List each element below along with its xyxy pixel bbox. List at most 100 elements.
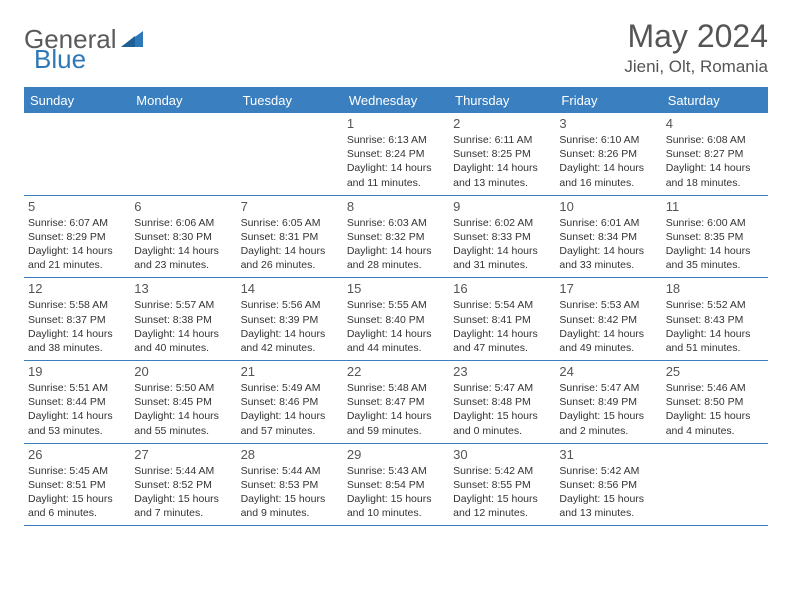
day-number: 27 bbox=[134, 447, 232, 462]
day-cell bbox=[130, 113, 236, 195]
day-number: 15 bbox=[347, 281, 445, 296]
day-cell: 16Sunrise: 5:54 AMSunset: 8:41 PMDayligh… bbox=[449, 278, 555, 360]
title-block: May 2024 Jieni, Olt, Romania bbox=[624, 18, 768, 77]
day-cell: 28 Sunrise: 5:44 AMSunset: 8:53 PMDayligh… bbox=[237, 444, 343, 526]
day-info: Sunrise: 5:45 AMSunset: 8:51 PMDaylight:… bbox=[28, 464, 126, 521]
day-cell: 8 Sunrise: 6:03 AMSunset: 8:32 PMDaylight… bbox=[343, 196, 449, 278]
day-info: Sunrise: 6:11 AMSunset: 8:25 PMDaylight:… bbox=[453, 133, 551, 190]
day-cell: 15 Sunrise: 5:55 AMSunset: 8:40 PMDayligh… bbox=[343, 278, 449, 360]
dayhead-tue: Tuesday bbox=[237, 89, 343, 113]
day-info: Sunrise: 6:08 AMSunset: 8:27 PMDaylight:… bbox=[666, 133, 764, 190]
day-cell: 29Sunrise: 5:43 AMSunset: 8:54 PMDayligh… bbox=[343, 444, 449, 526]
day-cell: 23 Sunrise: 5:47 AMSunset: 8:48 PMDayligh… bbox=[449, 361, 555, 443]
day-cell: 5Sunrise: 6:07 AMSunset: 8:29 PMDaylight… bbox=[24, 196, 130, 278]
day-number: 3 bbox=[559, 116, 657, 131]
day-info: Sunrise: 6:06 AMSunset: 8:30 PMDaylight:… bbox=[134, 216, 232, 273]
day-number: 24 bbox=[559, 364, 657, 379]
day-info: Sunrise: 6:10 AMSunset: 8:26 PMDaylight:… bbox=[559, 133, 657, 190]
day-cell: 9Sunrise: 6:02 AMSunset: 8:33 PMDaylight… bbox=[449, 196, 555, 278]
day-info: Sunrise: 5:44 AMSunset: 8:53 PMDaylight:… bbox=[241, 464, 339, 521]
logo-triangle-icon bbox=[121, 29, 143, 52]
day-number: 21 bbox=[241, 364, 339, 379]
day-info: Sunrise: 5:47 AMSunset: 8:49 PMDaylight:… bbox=[559, 381, 657, 438]
day-cell: 2 Sunrise: 6:11 AMSunset: 8:25 PMDaylight… bbox=[449, 113, 555, 195]
week-row: 26 Sunrise: 5:45 AMSunset: 8:51 PMDayligh… bbox=[24, 444, 768, 527]
day-info: Sunrise: 5:42 AMSunset: 8:55 PMDaylight:… bbox=[453, 464, 551, 521]
day-info: Sunrise: 6:02 AMSunset: 8:33 PMDaylight:… bbox=[453, 216, 551, 273]
day-info: Sunrise: 6:13 AMSunset: 8:24 PMDaylight:… bbox=[347, 133, 445, 190]
day-number: 1 bbox=[347, 116, 445, 131]
day-cell: 30Sunrise: 5:42 AMSunset: 8:55 PMDayligh… bbox=[449, 444, 555, 526]
day-info: Sunrise: 6:00 AMSunset: 8:35 PMDaylight:… bbox=[666, 216, 764, 273]
week-row: 5Sunrise: 6:07 AMSunset: 8:29 PMDaylight… bbox=[24, 196, 768, 279]
weeks-container: 1 Sunrise: 6:13 AMSunset: 8:24 PMDaylight… bbox=[24, 113, 768, 526]
week-row: 1 Sunrise: 6:13 AMSunset: 8:24 PMDaylight… bbox=[24, 113, 768, 196]
dayhead-sun: Sunday bbox=[24, 89, 130, 113]
day-cell: 17 Sunrise: 5:53 AMSunset: 8:42 PMDayligh… bbox=[555, 278, 661, 360]
day-number: 22 bbox=[347, 364, 445, 379]
day-info: Sunrise: 5:44 AMSunset: 8:52 PMDaylight:… bbox=[134, 464, 232, 521]
day-number: 20 bbox=[134, 364, 232, 379]
day-cell bbox=[24, 113, 130, 195]
day-cell: 4 Sunrise: 6:08 AMSunset: 8:27 PMDaylight… bbox=[662, 113, 768, 195]
day-number: 23 bbox=[453, 364, 551, 379]
week-row: 19 Sunrise: 5:51 AMSunset: 8:44 PMDayligh… bbox=[24, 361, 768, 444]
day-number: 26 bbox=[28, 447, 126, 462]
day-number: 12 bbox=[28, 281, 126, 296]
day-number: 7 bbox=[241, 199, 339, 214]
dayhead-sat: Saturday bbox=[662, 89, 768, 113]
day-number: 8 bbox=[347, 199, 445, 214]
month-title: May 2024 bbox=[624, 18, 768, 55]
day-info: Sunrise: 5:52 AMSunset: 8:43 PMDaylight:… bbox=[666, 298, 764, 355]
day-cell: 27 Sunrise: 5:44 AMSunset: 8:52 PMDayligh… bbox=[130, 444, 236, 526]
day-number: 16 bbox=[453, 281, 551, 296]
day-cell: 6 Sunrise: 6:06 AMSunset: 8:30 PMDaylight… bbox=[130, 196, 236, 278]
day-cell: 22 Sunrise: 5:48 AMSunset: 8:47 PMDayligh… bbox=[343, 361, 449, 443]
day-cell: 24 Sunrise: 5:47 AMSunset: 8:49 PMDayligh… bbox=[555, 361, 661, 443]
dayhead-fri: Friday bbox=[555, 89, 661, 113]
day-number: 2 bbox=[453, 116, 551, 131]
day-cell: 21 Sunrise: 5:49 AMSunset: 8:46 PMDayligh… bbox=[237, 361, 343, 443]
day-cell: 26 Sunrise: 5:45 AMSunset: 8:51 PMDayligh… bbox=[24, 444, 130, 526]
header: General May 2024 Jieni, Olt, Romania bbox=[24, 18, 768, 77]
dayhead-thu: Thursday bbox=[449, 89, 555, 113]
dayhead-wed: Wednesday bbox=[343, 89, 449, 113]
day-cell bbox=[662, 444, 768, 526]
day-cell: 20Sunrise: 5:50 AMSunset: 8:45 PMDayligh… bbox=[130, 361, 236, 443]
day-cell: 10 Sunrise: 6:01 AMSunset: 8:34 PMDayligh… bbox=[555, 196, 661, 278]
day-cell: 19 Sunrise: 5:51 AMSunset: 8:44 PMDayligh… bbox=[24, 361, 130, 443]
day-number: 10 bbox=[559, 199, 657, 214]
day-info: Sunrise: 5:53 AMSunset: 8:42 PMDaylight:… bbox=[559, 298, 657, 355]
day-number: 13 bbox=[134, 281, 232, 296]
day-number: 18 bbox=[666, 281, 764, 296]
day-cell: 3 Sunrise: 6:10 AMSunset: 8:26 PMDaylight… bbox=[555, 113, 661, 195]
day-info: Sunrise: 5:48 AMSunset: 8:47 PMDaylight:… bbox=[347, 381, 445, 438]
calendar: Sunday Monday Tuesday Wednesday Thursday… bbox=[24, 87, 768, 526]
day-cell: 31Sunrise: 5:42 AMSunset: 8:56 PMDayligh… bbox=[555, 444, 661, 526]
day-info: Sunrise: 5:55 AMSunset: 8:40 PMDaylight:… bbox=[347, 298, 445, 355]
week-row: 12 Sunrise: 5:58 AMSunset: 8:37 PMDayligh… bbox=[24, 278, 768, 361]
day-info: Sunrise: 5:49 AMSunset: 8:46 PMDaylight:… bbox=[241, 381, 339, 438]
day-number: 31 bbox=[559, 447, 657, 462]
day-info: Sunrise: 6:01 AMSunset: 8:34 PMDaylight:… bbox=[559, 216, 657, 273]
day-info: Sunrise: 6:03 AMSunset: 8:32 PMDaylight:… bbox=[347, 216, 445, 273]
day-header-row: Sunday Monday Tuesday Wednesday Thursday… bbox=[24, 89, 768, 113]
day-info: Sunrise: 6:05 AMSunset: 8:31 PMDaylight:… bbox=[241, 216, 339, 273]
day-number: 11 bbox=[666, 199, 764, 214]
day-number: 5 bbox=[28, 199, 126, 214]
day-info: Sunrise: 5:58 AMSunset: 8:37 PMDaylight:… bbox=[28, 298, 126, 355]
day-cell: 7 Sunrise: 6:05 AMSunset: 8:31 PMDaylight… bbox=[237, 196, 343, 278]
day-number: 17 bbox=[559, 281, 657, 296]
day-number: 28 bbox=[241, 447, 339, 462]
location-text: Jieni, Olt, Romania bbox=[624, 57, 768, 77]
day-info: Sunrise: 5:57 AMSunset: 8:38 PMDaylight:… bbox=[134, 298, 232, 355]
day-info: Sunrise: 5:51 AMSunset: 8:44 PMDaylight:… bbox=[28, 381, 126, 438]
day-number: 4 bbox=[666, 116, 764, 131]
day-info: Sunrise: 5:47 AMSunset: 8:48 PMDaylight:… bbox=[453, 381, 551, 438]
day-number: 19 bbox=[28, 364, 126, 379]
day-cell: 11 Sunrise: 6:00 AMSunset: 8:35 PMDayligh… bbox=[662, 196, 768, 278]
day-info: Sunrise: 5:56 AMSunset: 8:39 PMDaylight:… bbox=[241, 298, 339, 355]
day-cell: 18 Sunrise: 5:52 AMSunset: 8:43 PMDayligh… bbox=[662, 278, 768, 360]
day-number: 6 bbox=[134, 199, 232, 214]
day-number: 29 bbox=[347, 447, 445, 462]
